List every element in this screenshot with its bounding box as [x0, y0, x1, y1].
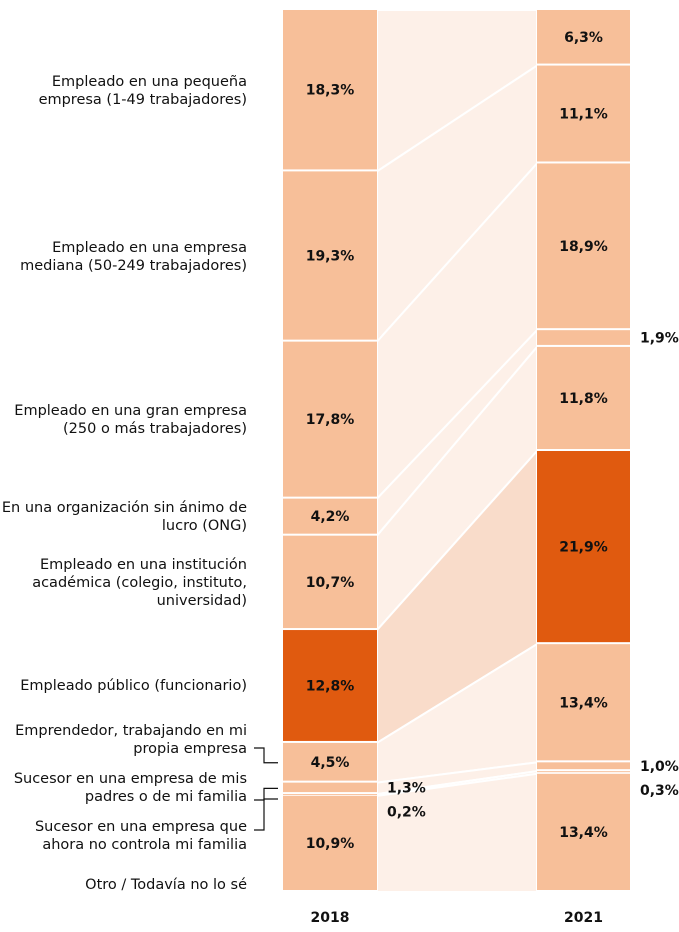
value-label: 4,2%: [311, 509, 350, 525]
category-label: Empleado en una institución académica (c…: [32, 556, 247, 609]
segment: [537, 10, 630, 64]
segment: [537, 163, 630, 329]
value-label: 1,9%: [640, 331, 679, 347]
value-label: 19,3%: [306, 249, 355, 265]
value-label: 13,4%: [559, 695, 608, 711]
segment: [537, 330, 630, 345]
connector: [254, 747, 278, 764]
value-label: 6,3%: [564, 30, 603, 46]
category-label: En una organización sin ánimo de lucro (…: [1, 500, 247, 535]
category-label: Sucesor en una empresa de mis padres o d…: [13, 771, 247, 805]
value-label: 13,4%: [559, 825, 608, 841]
segment: [283, 782, 377, 793]
segment: [283, 10, 377, 170]
segment: [283, 341, 377, 497]
segment: [537, 762, 630, 770]
segment: [537, 346, 630, 449]
segment: [283, 171, 377, 340]
connector: [254, 798, 278, 831]
year-label: 2018: [311, 910, 350, 926]
value-label: 11,1%: [559, 107, 608, 123]
segment: [537, 771, 630, 773]
value-label: 21,9%: [559, 540, 608, 556]
category-label: Empleado en una gran empresa (250 o más …: [14, 403, 247, 438]
category-label: Empleado público (funcionario): [20, 678, 247, 695]
value-label: 0,3%: [640, 783, 679, 799]
segment: [537, 451, 630, 643]
value-label: 4,5%: [311, 755, 350, 771]
value-label: 17,8%: [306, 412, 355, 428]
category-label: Empleado en una pequeña empresa (1-49 tr…: [38, 73, 247, 108]
value-label: 1,3%: [387, 780, 426, 796]
segment: [283, 535, 377, 629]
category-label: Empleado en una empresa mediana (50-249 …: [20, 239, 247, 274]
value-label: 10,7%: [306, 575, 355, 591]
connector: [254, 787, 278, 801]
value-label: 11,8%: [559, 391, 608, 407]
segment: [283, 794, 377, 796]
segment: [537, 644, 630, 761]
year-label: 2021: [564, 910, 603, 926]
segment: [283, 795, 377, 890]
category-label: Otro / Todavía no lo sé: [85, 877, 247, 893]
value-label: 18,9%: [559, 239, 608, 255]
value-label: 18,3%: [306, 83, 355, 99]
segment: [283, 630, 377, 741]
segment: [283, 498, 377, 534]
value-label: 12,8%: [306, 678, 355, 694]
segment: [537, 65, 630, 162]
segment: [283, 742, 377, 781]
category-label: Sucesor en una empresa que ahora no cont…: [34, 819, 247, 853]
category-label: Emprendedor, trabajando en mi propia emp…: [15, 723, 247, 757]
value-label: 0,2%: [387, 804, 426, 820]
value-label: 10,9%: [306, 836, 355, 852]
value-label: 1,0%: [640, 759, 679, 775]
segment: [537, 773, 630, 890]
